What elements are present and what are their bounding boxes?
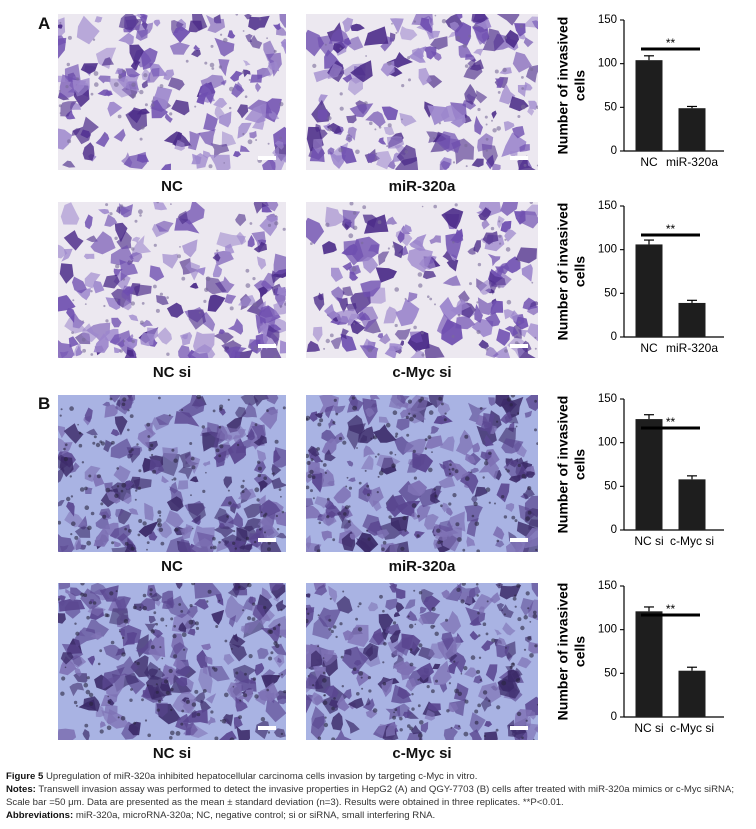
y-tick-label: 150 (598, 580, 617, 592)
y-tick-label: 150 (598, 14, 617, 26)
scale-bar (258, 156, 276, 160)
bar-chart-b-bottom: Number of invasived cells 0 50 100 150 NC si c-… (555, 580, 746, 745)
abbreviations-label: Abbreviations: (6, 810, 74, 821)
image-label-a-cmyc-si: c-Myc si (392, 364, 452, 381)
y-axis-label-line2: cells (572, 636, 588, 667)
figure-caption: Figure 5 Upregulation of miR-320a inhibi… (6, 770, 750, 822)
image-label-a-mir320a: miR-320a (388, 178, 456, 195)
panel-label-b: B (38, 394, 51, 413)
bar-control (635, 244, 663, 337)
y-axis-label-line2: cells (572, 449, 588, 480)
bar-treatment (678, 479, 706, 530)
bar-control (635, 419, 663, 530)
y-tick-label: 100 (598, 244, 617, 256)
image-label-b-cmyc-si: c-Myc si (392, 745, 452, 762)
y-tick-label: 0 (611, 524, 617, 536)
scale-bar (510, 344, 528, 348)
image-label-b-nc: NC (161, 558, 183, 575)
x-tick-label: c-Myc si (670, 534, 714, 548)
x-tick-label: NC (640, 155, 658, 169)
x-tick-label: miR-320a (666, 155, 718, 169)
figure-title: Upregulation of miR-320a inhibited hepat… (43, 771, 478, 782)
figure-label: Figure 5 (6, 771, 44, 782)
micrograph-b-cmyc-si (306, 583, 538, 740)
bar-chart-b-top: Number of invasived cells 0 50 100 150 NC si c-… (555, 393, 746, 558)
y-axis-label-line1: Number of invasived (555, 396, 571, 534)
bar-chart-a-bottom: Number of invasived cells 0 50 100 150 NC miR-3… (555, 200, 746, 365)
abbreviations-text: miR-320a, microRNA-320a; NC, negative co… (73, 810, 436, 821)
notes-text: Transwell invasion assay was performed t… (6, 784, 734, 808)
significance-marker: ** (666, 36, 676, 50)
scale-bar (510, 156, 528, 160)
y-tick-label: 50 (604, 287, 617, 299)
panel-label-a: A (38, 14, 51, 33)
y-tick-label: 100 (598, 437, 617, 449)
x-tick-label: c-Myc si (670, 721, 714, 735)
y-axis-label-line1: Number of invasived (555, 17, 571, 155)
y-tick-label: 100 (598, 58, 617, 70)
y-axis-label-line2: cells (572, 256, 588, 287)
x-tick-label: NC si (634, 534, 663, 548)
micrograph-a-cmyc-si (306, 202, 538, 358)
significance-marker: ** (666, 222, 676, 236)
y-tick-label: 150 (598, 200, 617, 212)
y-tick-label: 50 (604, 480, 617, 492)
y-tick-label: 100 (598, 624, 617, 636)
x-tick-label: NC si (634, 721, 663, 735)
x-tick-label: miR-320a (666, 341, 718, 355)
notes-label: Notes: (6, 784, 36, 795)
bar-control (635, 60, 663, 151)
y-tick-label: 0 (611, 145, 617, 157)
y-tick-label: 50 (604, 667, 617, 679)
y-axis-label-line2: cells (572, 70, 588, 101)
bar-treatment (678, 670, 706, 717)
bar-control (635, 611, 663, 717)
scale-bar (258, 538, 276, 542)
y-tick-label: 50 (604, 101, 617, 113)
image-label-b-mir320a: miR-320a (388, 558, 456, 575)
scale-bar (258, 726, 276, 730)
scale-bar (258, 344, 276, 348)
significance-marker: ** (666, 602, 676, 616)
y-axis-label-line1: Number of invasived (555, 203, 571, 341)
scale-bar (510, 726, 528, 730)
y-tick-label: 150 (598, 393, 617, 405)
micrograph-b-nc-si (58, 583, 286, 740)
y-tick-label: 0 (611, 331, 617, 343)
bar-chart-a-top: Number of invasived cells 0 50 100 150 NC miR-3… (555, 14, 746, 179)
micrograph-a-nc-si (58, 202, 286, 358)
image-label-a-nc: NC (161, 178, 183, 195)
x-tick-label: NC (640, 341, 658, 355)
micrograph-a-nc (58, 14, 286, 170)
image-label-b-nc-si: NC si (152, 745, 192, 762)
scale-bar (510, 538, 528, 542)
micrograph-b-mir320a (306, 395, 538, 552)
y-tick-label: 0 (611, 711, 617, 723)
bar-treatment (678, 302, 706, 337)
bar-treatment (678, 108, 706, 151)
micrograph-b-nc (58, 395, 286, 552)
y-axis-label-line1: Number of invasived (555, 583, 571, 721)
micrograph-a-mir320a (306, 14, 538, 170)
significance-marker: ** (666, 415, 676, 429)
image-label-a-nc-si: NC si (152, 364, 192, 381)
